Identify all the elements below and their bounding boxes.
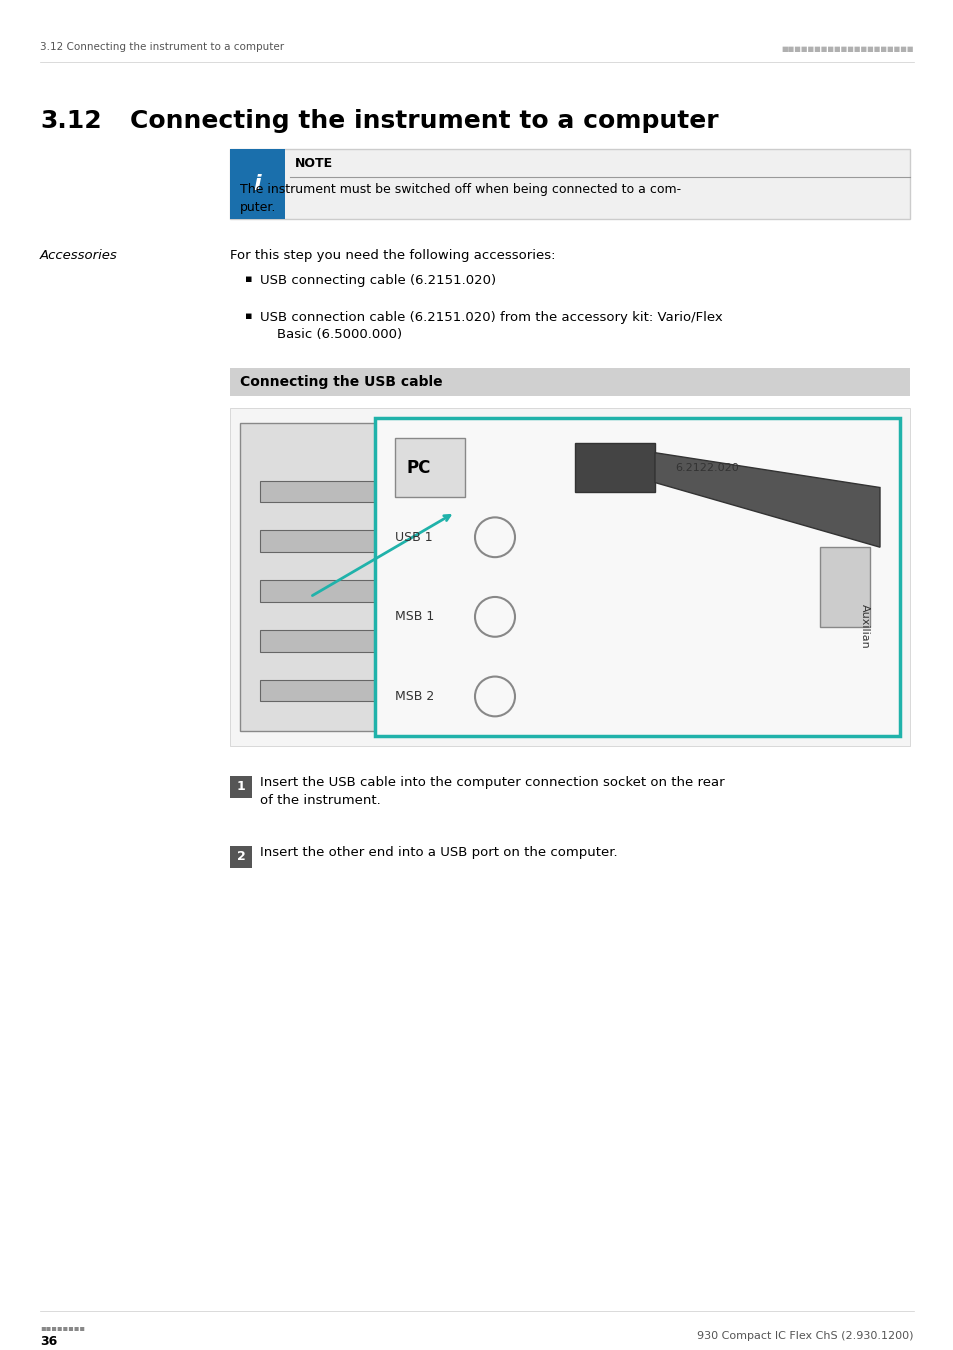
Text: 3.12: 3.12 bbox=[40, 109, 102, 134]
FancyBboxPatch shape bbox=[260, 630, 379, 652]
FancyBboxPatch shape bbox=[240, 423, 399, 732]
Text: 930 Compact IC Flex ChS (2.930.1200): 930 Compact IC Flex ChS (2.930.1200) bbox=[697, 1331, 913, 1341]
Text: PC: PC bbox=[407, 459, 431, 477]
Text: Connecting the USB cable: Connecting the USB cable bbox=[240, 375, 442, 389]
Text: USB 1: USB 1 bbox=[395, 531, 432, 544]
FancyBboxPatch shape bbox=[260, 580, 379, 602]
FancyBboxPatch shape bbox=[375, 418, 899, 736]
FancyBboxPatch shape bbox=[820, 547, 869, 626]
FancyBboxPatch shape bbox=[230, 369, 909, 396]
Text: Connecting the instrument to a computer: Connecting the instrument to a computer bbox=[130, 109, 718, 134]
Text: USB connection cable (6.2151.020) from the accessory kit: Vario/Flex
    Basic (: USB connection cable (6.2151.020) from t… bbox=[260, 312, 722, 342]
FancyBboxPatch shape bbox=[395, 437, 464, 497]
Text: For this step you need the following accessories:: For this step you need the following acc… bbox=[230, 248, 555, 262]
Text: ▪: ▪ bbox=[245, 274, 253, 284]
FancyBboxPatch shape bbox=[230, 776, 252, 798]
Text: ▪▪▪▪▪▪▪▪: ▪▪▪▪▪▪▪▪ bbox=[40, 1323, 85, 1332]
FancyBboxPatch shape bbox=[230, 150, 285, 219]
Text: USB connecting cable (6.2151.020): USB connecting cable (6.2151.020) bbox=[260, 274, 496, 286]
Text: 2: 2 bbox=[236, 850, 245, 863]
FancyBboxPatch shape bbox=[230, 150, 909, 219]
FancyBboxPatch shape bbox=[230, 408, 909, 747]
FancyBboxPatch shape bbox=[260, 679, 379, 702]
Text: ▪: ▪ bbox=[245, 312, 253, 321]
Text: The instrument must be switched off when being connected to a com-
puter.: The instrument must be switched off when… bbox=[240, 182, 680, 213]
Text: ■■■■■■■■■■■■■■■■■■■■: ■■■■■■■■■■■■■■■■■■■■ bbox=[781, 46, 913, 51]
Text: 6.2122.020: 6.2122.020 bbox=[675, 463, 738, 472]
FancyBboxPatch shape bbox=[260, 481, 379, 502]
FancyBboxPatch shape bbox=[575, 443, 655, 493]
FancyBboxPatch shape bbox=[260, 531, 379, 552]
Text: Auxilian: Auxilian bbox=[859, 605, 869, 649]
Text: 1: 1 bbox=[236, 780, 245, 794]
Text: MSB 2: MSB 2 bbox=[395, 690, 434, 703]
Text: i: i bbox=[253, 174, 260, 194]
Text: Insert the USB cable into the computer connection socket on the rear
of the inst: Insert the USB cable into the computer c… bbox=[260, 776, 724, 807]
Text: NOTE: NOTE bbox=[294, 157, 333, 170]
Text: MSB 1: MSB 1 bbox=[395, 610, 434, 624]
Polygon shape bbox=[655, 452, 879, 547]
Text: 36: 36 bbox=[40, 1335, 57, 1349]
Text: Accessories: Accessories bbox=[40, 248, 117, 262]
FancyBboxPatch shape bbox=[230, 845, 252, 868]
Text: 3.12 Connecting the instrument to a computer: 3.12 Connecting the instrument to a comp… bbox=[40, 42, 284, 51]
Text: Insert the other end into a USB port on the computer.: Insert the other end into a USB port on … bbox=[260, 845, 617, 859]
